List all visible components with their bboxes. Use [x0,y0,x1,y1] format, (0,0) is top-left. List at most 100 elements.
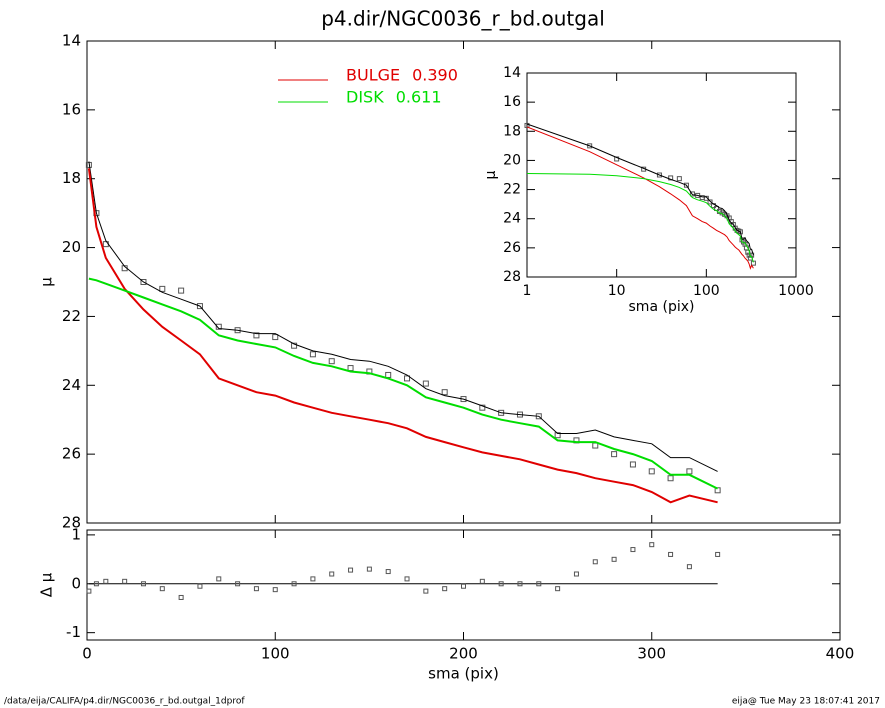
y-tick-label: 28 [62,514,81,532]
residual-point [498,581,504,587]
data-point [611,451,618,458]
plot-frame [86,529,841,641]
residual-point [385,569,391,575]
legend-label: DISK [346,88,384,107]
data-point [215,323,222,330]
y-axis-label: μ [38,277,56,287]
model-line [87,168,718,504]
y-tick-label: 1 [71,525,81,543]
residual-point [630,547,636,553]
total-line [526,123,754,256]
data-point [422,380,429,387]
residual-point [686,564,692,570]
residual-point [442,586,448,592]
residual-point [461,583,466,589]
y-tick-label: 18 [503,123,521,139]
footer-left: /data/eija/CALIFA/p4.dir/NGC0036_r_bd.ou… [4,697,245,707]
residual-point [555,586,561,592]
y-tick-label: 20 [503,152,521,168]
residual-point [517,581,523,587]
data-point [441,389,448,396]
residual-point [329,571,335,577]
data-point [404,375,411,382]
residual-point [715,551,721,557]
x-tick-label: 1000 [778,283,814,299]
x-tick-label: 100 [693,283,720,299]
residual-point [611,556,617,562]
y-tick-label: 14 [62,32,81,50]
data-point [554,432,561,439]
residual-point [178,594,184,600]
y-tick-label: 16 [503,94,521,110]
residual-point [253,586,259,592]
data-point [587,143,593,149]
y-axis-label: Δ μ [38,572,56,597]
data-point [385,371,392,378]
data-point [667,475,674,482]
y-tick-label: 22 [62,307,81,325]
residual-point [235,581,241,587]
total-line [88,161,718,472]
residual-point [668,551,674,557]
x-tick-label: 400 [826,645,855,663]
data-point [686,468,693,475]
residual-point [159,586,165,592]
residual-point [479,578,485,584]
data-point [140,279,147,285]
residual-point [592,559,598,565]
x-tick-label: 200 [449,645,478,663]
data-point [524,122,530,128]
residual-point [86,588,92,594]
data-point [668,175,674,181]
residual-point [536,581,542,587]
y-tick-label: 22 [503,182,521,198]
footer-right: eija@ Tue May 23 18:07:41 2017 [732,697,880,707]
y-tick-label: 24 [62,376,81,394]
data-point [676,176,682,182]
x-tick-label: 10 [608,283,626,299]
x-tick-label: 1 [523,283,532,299]
residual-point [404,576,410,582]
legend-fraction: 0.390 [412,66,458,85]
y-tick-label: 0 [71,574,81,592]
y-tick-label: 26 [503,240,521,256]
chart-title: p4.dir/NGC0036_r_bd.outgal [321,7,605,31]
y-tick-label: 26 [62,445,81,463]
residual-point [423,588,429,594]
residual-point [93,581,99,587]
residual-point [573,571,579,577]
x-axis-label: sma (pix) [629,299,695,315]
data-point [328,358,335,365]
x-axis-label: sma (pix) [428,665,499,683]
data-point [656,172,662,178]
y-tick-label: -1 [66,623,81,641]
data-point [479,404,486,411]
y-tick-label: 28 [503,269,521,285]
residual-point [310,576,316,582]
data-point [707,199,713,205]
data-point [196,303,203,310]
model-line [526,173,754,263]
data-point [309,351,316,358]
legend-label: BULGE [346,66,400,85]
data-point [272,334,279,341]
data-point [347,365,354,372]
residual-point [140,581,146,587]
residual-point [197,583,203,589]
data-point [689,191,695,197]
data-point [683,182,689,188]
residual-point [366,566,372,572]
data-point [253,332,260,339]
data-point [159,285,166,292]
plot-frame [526,72,797,278]
x-tick-label: 100 [261,645,290,663]
y-tick-label: 14 [503,65,521,81]
data-point [648,468,655,475]
residual-point [122,578,128,584]
residual-point [291,581,297,587]
residual-point [348,567,354,573]
y-axis-label: μ [483,170,499,179]
y-tick-label: 16 [62,100,81,118]
residual-point [216,576,222,582]
